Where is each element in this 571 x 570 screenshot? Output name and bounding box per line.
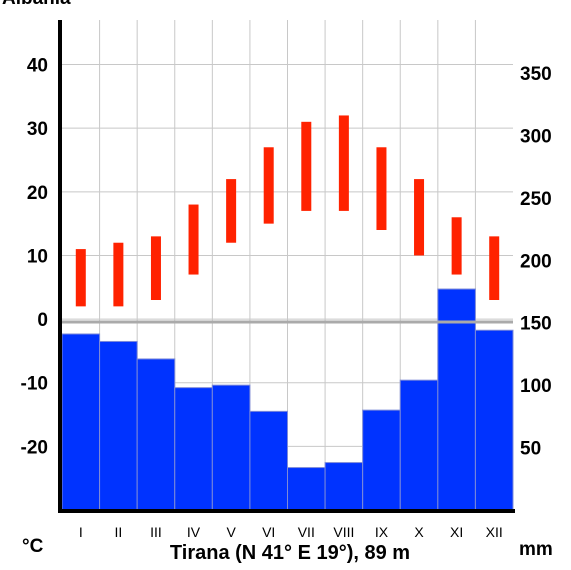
- temperature-axis-labels: 40 30 20 10 0 -10 -20: [21, 56, 48, 459]
- temperature-range-bar: [188, 204, 199, 275]
- chart-title: Tirana (N 41° E 19°), 89 m: [170, 542, 410, 564]
- month-label: XI: [450, 524, 463, 540]
- precipitation-tick-label: 200: [520, 251, 552, 272]
- temperature-tick-label: 10: [27, 246, 48, 267]
- precipitation-tick-label: 250: [520, 189, 552, 210]
- precipitation-tick-label: 100: [520, 376, 552, 397]
- month-label: V: [226, 524, 236, 540]
- precipitation-bar: [99, 340, 138, 511]
- precipitation-bar: [174, 387, 213, 511]
- temperature-tick-label: 0: [37, 310, 48, 331]
- month-label: XII: [486, 524, 503, 540]
- temperature-tick-label: 40: [27, 56, 48, 77]
- month-label: VI: [262, 524, 275, 540]
- month-label: II: [114, 524, 122, 540]
- temperature-tick-label: -20: [21, 437, 48, 458]
- precipitation-bar: [211, 384, 251, 511]
- precipitation-axis-labels: 350 300 250 200 150 100 50: [520, 64, 552, 460]
- temperature-bars: [75, 115, 500, 307]
- precipitation-bar: [287, 467, 326, 511]
- temperature-tick-label: -10: [21, 374, 48, 395]
- month-label: X: [414, 524, 424, 540]
- temperature-range-bar: [489, 236, 500, 300]
- month-label: III: [150, 524, 162, 540]
- temperature-range-bar: [451, 217, 462, 275]
- temperature-tick-label: 20: [27, 183, 48, 204]
- partial-header-text: Albania: [2, 0, 71, 9]
- precipitation-unit: mm: [519, 539, 553, 560]
- precipitation-bar: [136, 358, 176, 511]
- month-label: I: [79, 524, 83, 540]
- temperature-range-bar: [414, 179, 425, 256]
- temperature-unit: °C: [22, 536, 44, 557]
- temperature-range-bar: [150, 236, 161, 300]
- precipitation-bar: [61, 333, 101, 511]
- month-label: IX: [375, 524, 389, 540]
- month-label: VII: [298, 524, 315, 540]
- temperature-range-bar: [301, 121, 312, 211]
- precipitation-bar: [399, 379, 439, 511]
- precipitation-bar: [249, 410, 289, 511]
- precipitation-tick-label: 150: [520, 314, 552, 335]
- precipitation-bar: [324, 462, 364, 511]
- temperature-range-bar: [263, 147, 274, 224]
- precipitation-bars: [61, 288, 514, 511]
- temperature-range-bar: [338, 115, 349, 211]
- precipitation-tick-label: 300: [520, 126, 552, 147]
- month-labels: I II III IV V VI VII VIII IX X XI XII: [79, 524, 503, 540]
- precipitation-tick-label: 50: [520, 439, 541, 460]
- month-label: VIII: [333, 524, 354, 540]
- month-label: IV: [187, 524, 201, 540]
- temperature-range-bar: [75, 249, 86, 307]
- precipitation-bar: [362, 409, 401, 511]
- temperature-range-bar: [226, 179, 237, 243]
- temperature-tick-label: 30: [27, 119, 48, 140]
- temperature-range-bar: [376, 147, 387, 230]
- precipitation-bar: [474, 329, 514, 511]
- temperature-range-bar: [113, 242, 124, 307]
- precipitation-tick-label: 350: [520, 64, 552, 85]
